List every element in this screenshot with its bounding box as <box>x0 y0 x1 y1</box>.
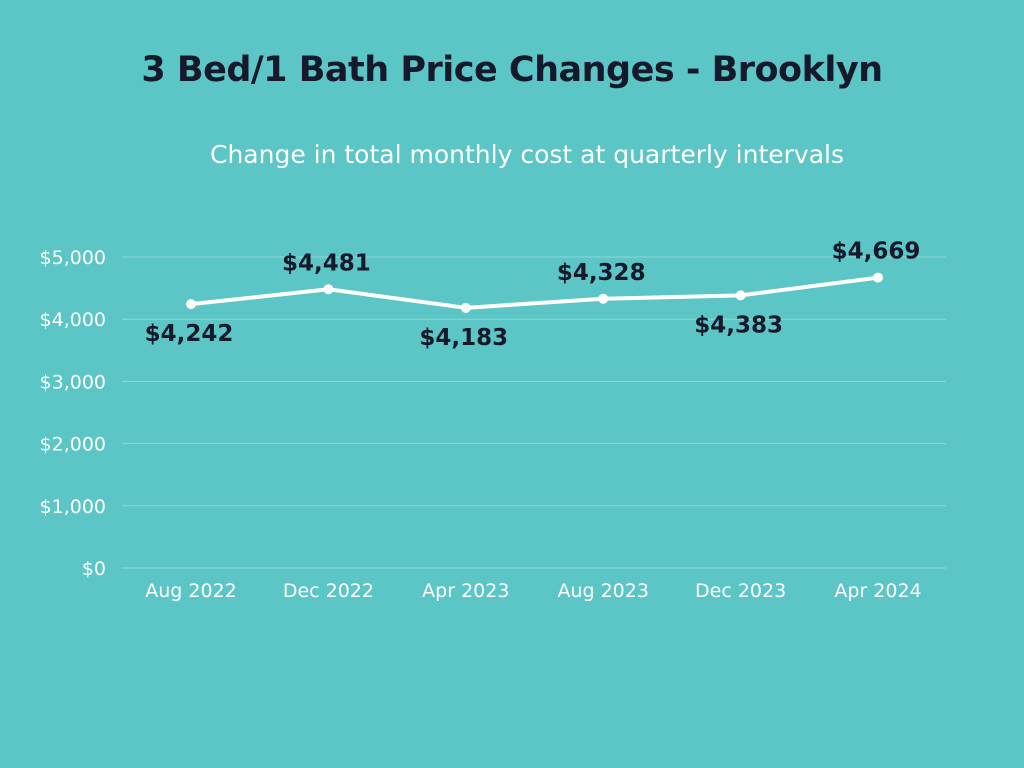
y-tick-label: $5,000 <box>40 247 106 269</box>
x-tick-label: Aug 2023 <box>557 580 649 602</box>
x-tick-label: Apr 2024 <box>834 580 921 602</box>
y-tick-label: $0 <box>82 558 106 580</box>
data-label: $4,183 <box>419 325 508 351</box>
data-point <box>323 284 334 295</box>
data-label: $4,481 <box>282 250 371 276</box>
data-point <box>460 302 471 313</box>
series-line <box>189 275 880 310</box>
chart-title: 3 Bed/1 Bath Price Changes - Brooklyn <box>141 50 883 90</box>
data-label: $4,242 <box>145 321 234 347</box>
x-tick-label: Dec 2022 <box>283 580 374 602</box>
chart-subtitle: Change in total monthly cost at quarterl… <box>209 140 845 169</box>
x-tick-label: Apr 2023 <box>422 580 509 602</box>
y-tick-label: $4,000 <box>40 309 106 331</box>
data-label: $4,328 <box>557 260 646 286</box>
y-tick-label: $2,000 <box>40 434 106 456</box>
y-tick-label: $1,000 <box>40 496 106 518</box>
data-label: $4,669 <box>832 239 921 265</box>
data-label: $4,383 <box>694 312 783 338</box>
x-tick-label: Dec 2023 <box>695 580 786 602</box>
data-point <box>735 290 746 301</box>
data-point <box>873 272 883 283</box>
y-tick-label: $3,000 <box>40 371 106 393</box>
data-point <box>598 293 609 304</box>
data-point <box>186 299 196 310</box>
x-tick-label: Aug 2022 <box>145 580 237 602</box>
